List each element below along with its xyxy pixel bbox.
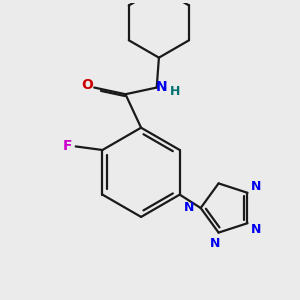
Text: O: O [82,78,94,92]
Text: H: H [170,85,181,98]
Text: N: N [156,80,168,94]
Text: N: N [184,202,195,214]
Text: N: N [251,180,262,193]
Text: F: F [63,140,72,153]
Text: N: N [210,237,220,250]
Text: N: N [251,223,262,236]
